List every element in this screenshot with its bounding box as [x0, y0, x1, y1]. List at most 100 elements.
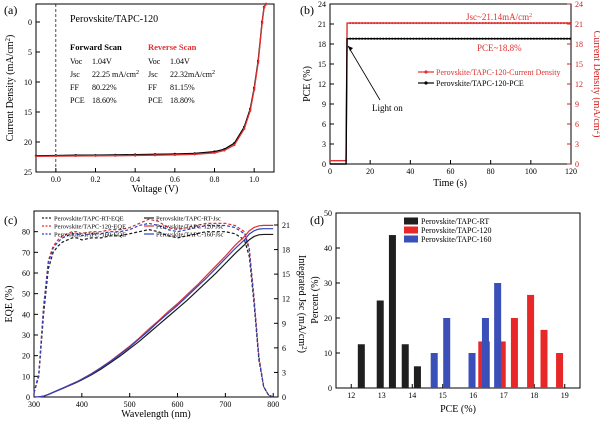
b-point — [517, 21, 520, 25]
d-bar — [430, 353, 438, 388]
b-point — [379, 37, 382, 40]
a-x-tick-label: 0.4 — [130, 175, 140, 184]
b-point — [442, 37, 445, 40]
jsc-annotation: Jsc~21.14mA/cm2 — [466, 12, 532, 22]
d-bar — [357, 344, 365, 388]
d-x-tick-label: 19 — [561, 391, 569, 400]
b-point — [556, 21, 560, 25]
b-point — [382, 37, 385, 40]
b-point — [475, 21, 478, 25]
c-y-right-tick-label: 21 — [282, 221, 290, 230]
c-y-tick-label: 60 — [22, 269, 30, 278]
b-series-line — [330, 37, 571, 165]
b-y-right-tick-label: 12 — [575, 80, 583, 89]
b-point — [469, 21, 472, 25]
b-point — [478, 37, 481, 40]
b-point — [355, 37, 358, 40]
a-point — [223, 149, 226, 152]
a-y-tick-label: 15 — [24, 108, 32, 117]
panel-b-letter: (b) — [300, 3, 314, 17]
a-point — [249, 109, 252, 113]
c-y-tick-label: 50 — [22, 290, 30, 299]
b-point — [388, 21, 391, 25]
b-point — [559, 21, 563, 25]
b-point — [559, 37, 563, 40]
a-point — [54, 154, 58, 158]
d-legend-swatch — [404, 217, 418, 225]
b-point — [550, 21, 554, 25]
b-point — [526, 21, 529, 25]
c-y-tick-label: 70 — [22, 248, 30, 257]
b-point — [466, 21, 469, 25]
b-point — [565, 21, 569, 25]
panel-c-y-right-label: Integrated Jsc (mA/cm2) — [296, 255, 308, 353]
panel-d-x-ticks: 12 13 14 15 16 17 18 19 — [347, 384, 569, 400]
table-key-pce-r: PCE — [148, 96, 163, 105]
c-series-line — [33, 228, 274, 398]
c-series-line — [33, 228, 274, 398]
d-x-tick-label: 17 — [500, 391, 508, 400]
a-point — [173, 153, 177, 157]
b-point — [364, 37, 367, 40]
b-point — [535, 21, 538, 25]
b-y-tick-label: 15 — [318, 60, 326, 69]
b-y-right-tick-label: 15 — [575, 60, 583, 69]
b-point — [505, 21, 508, 25]
b-point — [484, 37, 487, 40]
b-point — [535, 37, 538, 40]
c-x-tick-label: 600 — [172, 400, 184, 409]
d-bar — [540, 329, 548, 388]
b-point — [463, 21, 466, 25]
b-point — [355, 21, 358, 25]
b-point — [487, 37, 490, 40]
b-point — [439, 37, 442, 40]
c-legend-label: Perovskite/TAPC-RT-EQE — [54, 215, 124, 222]
panel-d-x-label: PCE (%) — [440, 404, 476, 415]
panel-b-series — [330, 21, 572, 165]
b-point — [394, 37, 397, 40]
b-point — [373, 21, 376, 25]
panel-a-parameter-table: Forward Scan Reverse Scan Voc 1.04V Voc … — [70, 42, 215, 105]
b-point — [547, 37, 551, 40]
table-key-pce: PCE — [70, 96, 85, 105]
b-point — [475, 37, 478, 40]
b-point — [511, 37, 514, 40]
panel-c-y-label: EQE (%) — [4, 286, 15, 323]
a-point — [34, 155, 38, 158]
light-on-annotation: Light on — [372, 103, 403, 113]
b-point — [499, 21, 502, 25]
panel-a-x-label: Voltage (V) — [132, 184, 179, 195]
b-y-tick-label: 3 — [322, 140, 326, 149]
c-x-tick-label: 700 — [219, 400, 231, 409]
d-legend-swatch — [404, 235, 418, 243]
b-point — [361, 21, 364, 25]
b-point — [463, 37, 466, 40]
d-x-tick-label: 15 — [439, 391, 447, 400]
b-point — [382, 21, 385, 25]
b-point — [430, 37, 433, 40]
table-forward-title: Forward Scan — [70, 42, 122, 52]
b-point — [373, 37, 376, 40]
d-bar — [413, 366, 421, 388]
b-point — [415, 21, 418, 25]
b-y-right-tick-label: 18 — [575, 40, 583, 49]
panel-a-letter: (a) — [4, 3, 17, 17]
b-point — [436, 21, 439, 25]
b-y-right-tick-label: 3 — [575, 140, 579, 149]
c-legend-label: Perovskite/TAPC-120-Jsc — [156, 223, 223, 230]
c-y-right-tick-label: 18 — [282, 246, 290, 255]
b-point — [517, 37, 520, 40]
b-point — [421, 37, 424, 40]
a-y-tick-label: 5 — [28, 48, 32, 57]
b-x-tick-label: 60 — [447, 167, 455, 176]
c-y-right-tick-label: 12 — [282, 295, 290, 304]
light-on-arrowhead — [348, 46, 353, 51]
b-point — [481, 37, 484, 40]
b-point — [448, 37, 451, 40]
b-y-tick-label: 18 — [318, 40, 326, 49]
b-point — [421, 21, 424, 25]
panel-a-legend-title: Perovskite/TAPC-120 — [70, 14, 158, 25]
a-point — [213, 151, 216, 154]
b-point — [553, 37, 557, 40]
a-point — [233, 143, 236, 147]
